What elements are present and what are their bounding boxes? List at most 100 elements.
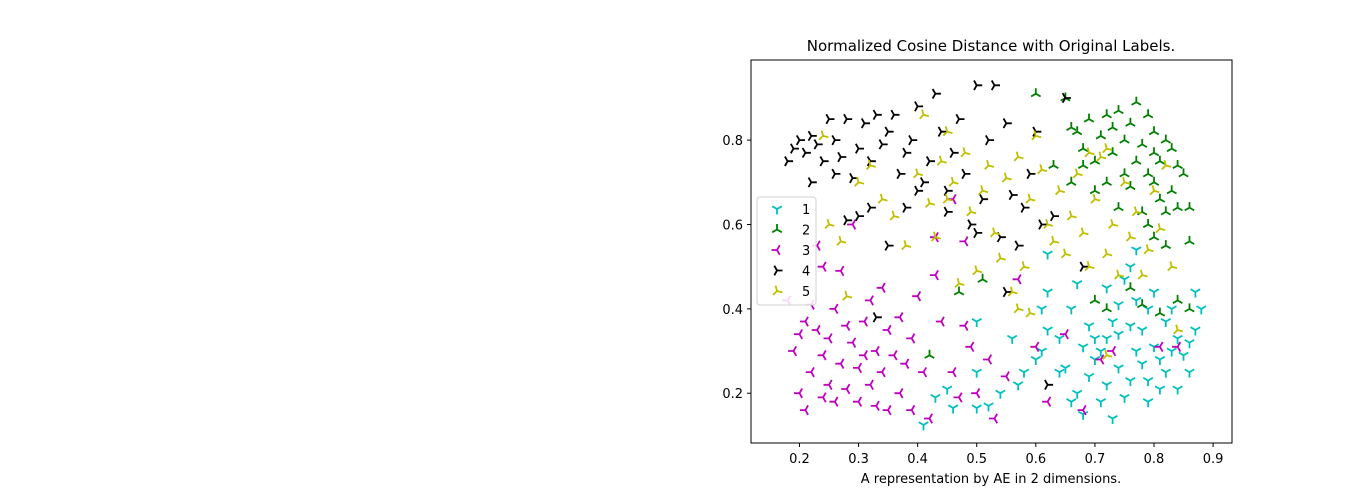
data-point: [864, 295, 874, 306]
data-point: [942, 126, 953, 137]
data-point: [1059, 328, 1069, 340]
data-point: [813, 139, 823, 150]
data-point: [843, 215, 853, 226]
data-point: [831, 134, 841, 146]
data-point: [1030, 355, 1042, 365]
data-point: [835, 358, 845, 369]
data-point: [995, 252, 1006, 263]
data-point: [1101, 109, 1112, 119]
data-point: [1042, 250, 1053, 260]
data-point: [1114, 269, 1125, 280]
data-point: [872, 109, 882, 121]
data-point: [1178, 351, 1189, 361]
data-point: [1013, 303, 1024, 314]
data-point: [924, 413, 933, 424]
data-point: [835, 265, 845, 277]
data-point: [1166, 185, 1177, 195]
data-point: [1136, 360, 1148, 370]
data-point: [1006, 334, 1018, 344]
y-tick-label: 0.2: [722, 387, 743, 402]
data-point: [918, 421, 929, 431]
data-point: [837, 151, 847, 163]
data-point: [801, 147, 811, 159]
data-point: [1131, 296, 1142, 306]
legend-marker: [772, 285, 783, 296]
data-point: [824, 218, 835, 230]
data-point: [1007, 286, 1018, 297]
data-point: [831, 168, 841, 180]
data-point: [1184, 368, 1195, 378]
data-point: [1050, 210, 1059, 222]
data-point: [1131, 96, 1142, 106]
data-point: [884, 126, 894, 137]
data-point: [865, 159, 876, 170]
data-point: [1166, 305, 1177, 315]
data-point: [1089, 294, 1101, 304]
data-point: [1172, 341, 1182, 353]
data-point: [960, 147, 971, 158]
data-point: [1113, 202, 1124, 212]
data-point: [1113, 301, 1124, 311]
data-point: [925, 156, 935, 167]
data-point: [1000, 371, 1010, 382]
data-point: [819, 156, 829, 167]
data-point: [971, 368, 982, 378]
data-point: [973, 227, 983, 239]
data-point: [1030, 341, 1040, 353]
data-point: [1154, 307, 1166, 317]
data-point: [1108, 218, 1119, 230]
data-point: [989, 227, 1001, 238]
data-point: [943, 185, 953, 196]
data-point: [859, 316, 868, 327]
data-point: [959, 320, 969, 331]
x-tick-label: 0.2: [789, 452, 810, 467]
data-point: [1042, 326, 1053, 336]
data-point: [1101, 176, 1112, 186]
legend-label: 3: [802, 244, 810, 259]
data-point: [1060, 364, 1071, 374]
data-point: [937, 126, 947, 137]
data-point: [817, 350, 827, 361]
data-point: [953, 392, 963, 403]
data-point: [1042, 288, 1053, 298]
data-point: [1049, 235, 1060, 246]
data-point: [854, 176, 865, 187]
data-point: [1031, 130, 1042, 141]
data-point: [1101, 334, 1112, 344]
data-point: [954, 277, 965, 289]
data-point: [959, 236, 969, 247]
data-point: [876, 282, 886, 293]
data-point: [799, 316, 809, 327]
data-point: [1066, 210, 1077, 221]
data-point: [1125, 282, 1136, 292]
data-point: [1077, 143, 1089, 153]
legend-label: 4: [802, 265, 810, 280]
data-point: [1154, 155, 1166, 165]
data-point: [1014, 240, 1024, 251]
data-point: [1084, 147, 1095, 158]
data-point: [1172, 385, 1183, 395]
data-point: [870, 400, 880, 412]
data-point: [1066, 305, 1077, 315]
data-point: [818, 130, 829, 141]
data-point: [1002, 118, 1012, 129]
data-point: [1131, 206, 1142, 217]
data-point: [1131, 246, 1142, 256]
data-point: [1190, 326, 1201, 336]
data-point: [836, 235, 847, 246]
data-point: [936, 155, 947, 166]
legend-box: [756, 196, 817, 306]
data-point: [1026, 168, 1036, 180]
x-tick-label: 0.4: [907, 452, 928, 467]
data-point: [947, 404, 959, 414]
data-point: [1036, 305, 1047, 315]
data-point: [930, 393, 941, 403]
data-point: [983, 354, 993, 365]
data-point: [890, 109, 900, 121]
data-point: [1012, 381, 1024, 391]
data-point: [882, 404, 892, 416]
data-point: [794, 328, 803, 340]
data-point: [1172, 334, 1183, 344]
data-point: [860, 118, 870, 129]
data-point: [1119, 168, 1130, 178]
